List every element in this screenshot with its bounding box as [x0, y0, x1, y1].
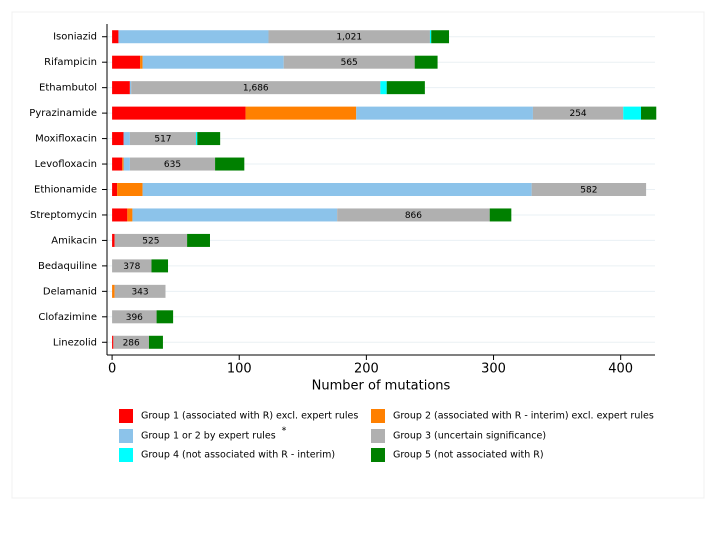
- bar-segment: [114, 284, 166, 298]
- bar-segment: [156, 310, 174, 324]
- legend-label: Group 5 (not associated with R): [393, 450, 544, 461]
- bar-segment: [129, 81, 132, 95]
- x-tick-label: 100: [227, 362, 252, 377]
- segment-label: 517: [154, 135, 171, 145]
- bar-segment: [112, 259, 152, 273]
- bar-segment: [112, 157, 123, 171]
- y-tick-label: Amikacin: [51, 235, 97, 246]
- legend-swatch: [371, 409, 385, 423]
- bar-segment: [215, 157, 245, 171]
- bar-segment: [127, 208, 133, 222]
- bar-segment: [140, 55, 143, 69]
- segment-label: 396: [126, 313, 143, 323]
- y-tick-label: Ethionamide: [34, 185, 97, 196]
- bar-segment: [337, 208, 490, 222]
- segment-label: 1,686: [243, 84, 269, 94]
- segment-label: 1,021: [336, 33, 362, 43]
- bar-segment: [113, 335, 149, 349]
- bar-segment: [414, 55, 438, 69]
- bar-segment: [197, 132, 221, 146]
- segment-label: 635: [164, 160, 181, 170]
- bar-segment: [196, 132, 198, 146]
- y-tick-label: Isoniazid: [53, 32, 97, 43]
- bar-segment: [112, 310, 157, 324]
- segment-label: 254: [569, 109, 586, 119]
- y-tick-label: Pyrazinamide: [29, 108, 97, 119]
- bar-segment: [117, 183, 143, 196]
- y-tick-label: Ethambutol: [39, 83, 97, 94]
- bar-segment: [268, 30, 430, 44]
- bar-segment: [531, 183, 647, 196]
- y-tick-label: Bedaquiline: [38, 261, 97, 272]
- bar-segment: [151, 259, 169, 273]
- y-tick-label: Levofloxacin: [35, 159, 97, 170]
- bar-segment: [123, 157, 130, 171]
- bar-segment: [132, 208, 338, 222]
- bar-segment: [112, 55, 141, 69]
- bar-segment: [641, 106, 657, 120]
- segment-label: 286: [123, 338, 140, 348]
- segment-label: 866: [405, 211, 422, 221]
- x-tick-label: 0: [108, 362, 116, 377]
- bar-segment: [245, 106, 357, 120]
- bar-segment: [142, 55, 284, 69]
- legend-swatch: [119, 448, 133, 462]
- segment-label: 343: [131, 287, 148, 297]
- segment-label: 378: [123, 262, 140, 272]
- legend-note: *: [282, 426, 287, 437]
- bar-segment: [129, 157, 216, 171]
- x-axis-title: Number of mutations: [312, 379, 451, 394]
- y-tick-label: Clofazimine: [38, 312, 97, 323]
- bar-segment: [112, 233, 115, 247]
- bar-segment: [429, 30, 432, 44]
- bar-segment: [283, 55, 415, 69]
- bar-segment: [112, 106, 246, 120]
- legend-label: Group 1 or 2 by expert rules: [141, 431, 276, 442]
- x-tick-label: 300: [481, 362, 506, 377]
- bar-segment: [114, 233, 188, 247]
- bar-segment: [123, 132, 130, 146]
- legend-label: Group 4 (not associated with R - interim…: [141, 450, 335, 461]
- legend-swatch: [119, 429, 133, 443]
- segment-label: 582: [580, 186, 597, 196]
- bar-segment: [112, 183, 118, 196]
- bar-segment: [489, 208, 512, 222]
- y-tick-label: Moxifloxacin: [35, 134, 97, 145]
- legend-label: Group 3 (uncertain significance): [393, 431, 546, 442]
- y-tick-label: Delamanid: [43, 286, 97, 297]
- segment-label: 565: [341, 58, 358, 68]
- legend-swatch: [371, 429, 385, 443]
- legend-swatch: [119, 409, 133, 423]
- bar-segment: [112, 208, 128, 222]
- bar-segment: [142, 183, 532, 196]
- bar-segment: [431, 30, 450, 44]
- bar-segment: [380, 81, 387, 95]
- bar-segment: [623, 106, 642, 120]
- legend-swatch: [371, 448, 385, 462]
- segment-label: 525: [142, 236, 159, 246]
- bar-segment: [112, 30, 119, 44]
- bar-segment: [356, 106, 533, 120]
- x-tick-label: 400: [608, 362, 633, 377]
- frame: [11, 11, 705, 499]
- bar-segment: [112, 81, 130, 95]
- bar-segment: [122, 157, 124, 171]
- y-tick-label: Rifampicin: [44, 57, 97, 68]
- bar-segment: [187, 233, 210, 247]
- bar-segment: [148, 335, 163, 349]
- legend-label: Group 2 (associated with R - interim) ex…: [393, 411, 654, 422]
- y-tick-label: Linezolid: [53, 337, 97, 348]
- x-tick-label: 200: [354, 362, 379, 377]
- bar-segment: [131, 81, 381, 95]
- bar-segment: [112, 284, 115, 298]
- bar-segment: [386, 81, 425, 95]
- bar-segment: [129, 132, 197, 146]
- y-tick-label: Streptomycin: [30, 210, 97, 221]
- bar-segment: [118, 30, 269, 44]
- legend-label: Group 1 (associated with R) excl. expert…: [141, 411, 358, 422]
- bar-segment: [112, 132, 124, 146]
- bar-segment: [112, 335, 114, 349]
- bar-segment: [532, 106, 624, 120]
